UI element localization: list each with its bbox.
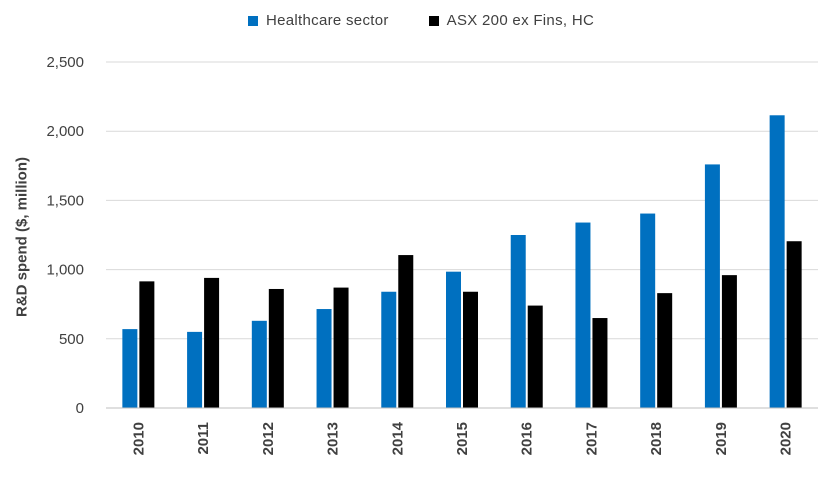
x-tick-label: 2010 bbox=[130, 422, 147, 455]
bar-healthcare-2015 bbox=[446, 271, 461, 408]
x-tick-label: 2019 bbox=[713, 422, 730, 455]
y-tick-label: 1,000 bbox=[46, 262, 84, 279]
bar-healthcare-2016 bbox=[510, 235, 526, 408]
x-tick-label: 2011 bbox=[195, 422, 212, 455]
legend-label-healthcare: Healthcare sector bbox=[266, 12, 389, 29]
bar-asx200-2020 bbox=[786, 241, 802, 408]
legend-item-healthcare: Healthcare sector bbox=[248, 12, 389, 29]
bar-asx200-2018 bbox=[657, 293, 673, 408]
x-tick-label: 2013 bbox=[325, 422, 342, 455]
bar-asx200-2010 bbox=[139, 281, 155, 408]
bar-healthcare-2013 bbox=[316, 309, 332, 408]
legend-swatch-asx200 bbox=[428, 15, 439, 26]
bar-healthcare-2011 bbox=[187, 331, 203, 408]
bar-healthcare-2020 bbox=[769, 115, 785, 408]
y-tick-label: 500 bbox=[59, 331, 84, 348]
bar-healthcare-2012 bbox=[251, 320, 267, 408]
x-tick-label: 2015 bbox=[454, 422, 471, 455]
x-tick-label: 2012 bbox=[260, 422, 277, 455]
bar-asx200-2011 bbox=[204, 277, 220, 408]
x-tick-label: 2018 bbox=[648, 422, 665, 455]
bar-asx200-2017 bbox=[592, 318, 608, 408]
x-tick-label: 2020 bbox=[778, 422, 795, 455]
bar-healthcare-2018 bbox=[640, 213, 656, 408]
bar-asx200-2013 bbox=[333, 287, 349, 408]
legend-swatch-healthcare bbox=[248, 15, 258, 26]
bar-healthcare-2017 bbox=[575, 222, 591, 408]
bar-healthcare-2019 bbox=[704, 164, 720, 408]
legend-label-asx200: ASX 200 ex Fins, HC bbox=[446, 12, 595, 29]
bar-asx200-2016 bbox=[527, 305, 543, 408]
y-tick-label: 1,500 bbox=[46, 192, 84, 209]
bar-healthcare-2014 bbox=[381, 291, 397, 408]
y-tick-label: 2,000 bbox=[46, 123, 84, 140]
bar-asx200-2015 bbox=[463, 291, 478, 408]
x-tick-label: 2017 bbox=[583, 422, 600, 455]
y-tick-label: 0 bbox=[76, 400, 84, 417]
y-axis-label: R&D spend ($, million) bbox=[13, 156, 31, 318]
legend-item-asx200: ASX 200 ex Fins, HC bbox=[428, 12, 595, 29]
bar-asx200-2012 bbox=[268, 288, 284, 408]
legend: Healthcare sector ASX 200 ex Fins, HC bbox=[248, 12, 634, 29]
bar-healthcare-2010 bbox=[122, 329, 138, 408]
bar-asx200-2019 bbox=[721, 275, 737, 408]
bar-asx200-2014 bbox=[398, 255, 414, 408]
x-tick-label: 2014 bbox=[389, 421, 406, 455]
y-tick-label: 2,500 bbox=[46, 54, 84, 71]
x-tick-label: 2016 bbox=[519, 422, 536, 455]
